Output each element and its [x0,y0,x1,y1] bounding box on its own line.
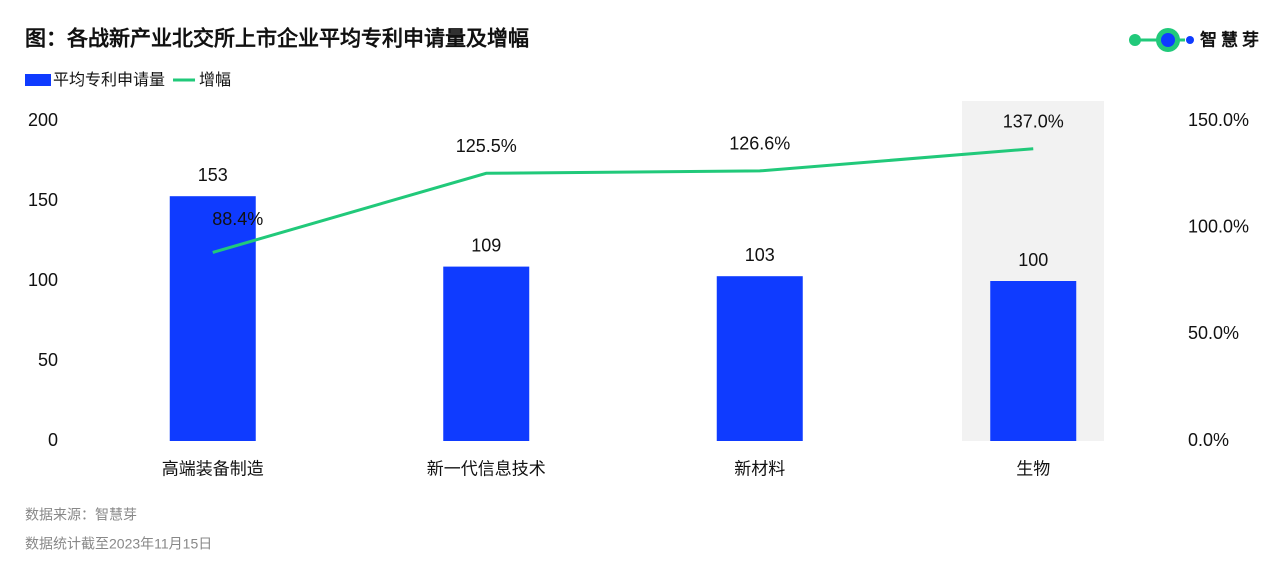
y-tick-label: 0 [48,430,58,450]
legend-label: 增幅 [199,71,231,89]
line-value-label: 126.6% [729,134,790,154]
line [212,147,1034,254]
bar [990,281,1077,441]
legend-swatch [25,74,51,86]
x-tick-label: 高端装备制造 [162,459,264,478]
bar-value-label: 153 [198,165,228,185]
x-tick-label: 新一代信息技术 [427,459,546,478]
y2-tick-label: 50.0% [1188,323,1239,343]
x-tick-label: 生物 [1016,459,1050,478]
line-value-label: 125.5% [456,136,517,156]
bar-value-label: 103 [745,245,775,265]
line-value-label: 88.4% [212,209,263,229]
chart-title: 图：各战新产业北交所上市企业平均专利申请量及增幅 [25,27,529,51]
logo-dot2 [1186,36,1194,44]
logo-dot [1129,34,1141,46]
y-tick-label: 200 [28,110,58,130]
date-note: 数据统计截至2023年11月15日 [25,536,212,552]
y-tick-label: 150 [28,190,58,210]
line-value-label: 137.0% [1003,111,1064,131]
source-note: 数据来源：智慧芽 [25,507,137,523]
bar [443,266,530,441]
logo-core [1161,33,1175,47]
x-tick-label: 新材料 [734,459,785,478]
bar-value-label: 109 [471,235,501,255]
bar [716,276,803,441]
logo: 智慧芽 [1129,28,1263,52]
y-tick-label: 50 [38,350,58,370]
y2-tick-label: 100.0% [1188,216,1249,236]
y2-tick-label: 0.0% [1188,430,1229,450]
bar [169,196,256,441]
y2-tick-label: 150.0% [1188,110,1249,130]
y-tick-label: 100 [28,270,58,290]
bar-value-label: 100 [1018,250,1048,270]
legend-label: 平均专利申请量 [53,71,165,89]
logo-text: 智慧芽 [1200,29,1263,49]
